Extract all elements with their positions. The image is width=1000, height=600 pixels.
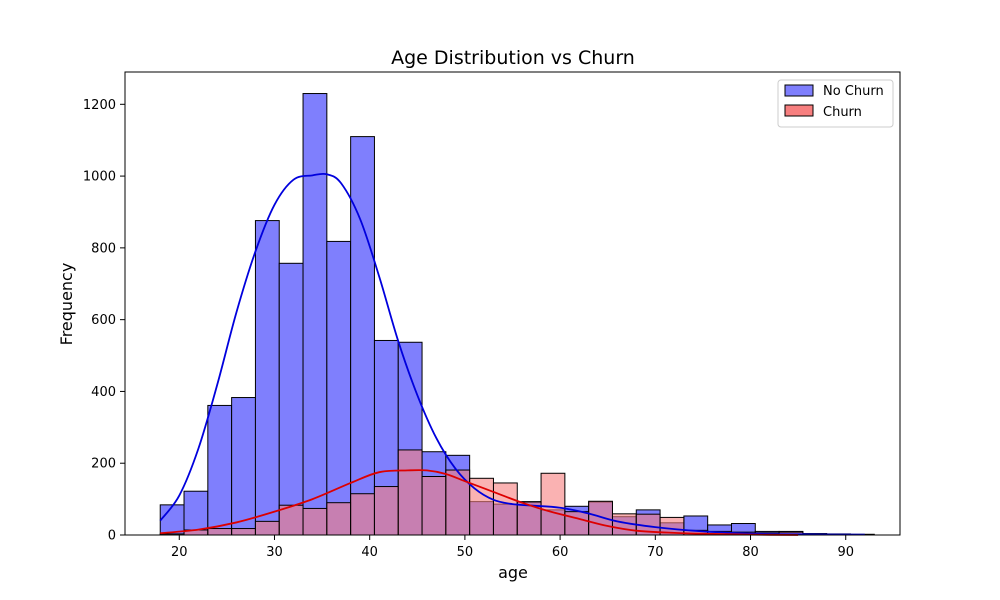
- bar-1-9: [373, 486, 399, 536]
- bar-1-4: [254, 520, 280, 536]
- y-axis: 0 200 400 600 800 1000 1200: [83, 98, 125, 544]
- x-tick-label: 30: [266, 545, 283, 560]
- y-tick-label: 0: [108, 529, 116, 544]
- bar-1-2: [207, 528, 233, 536]
- y-tick-label: 200: [91, 457, 116, 472]
- bar-1-14: [492, 482, 518, 536]
- bar-1-3: [231, 528, 256, 536]
- legend-label-churn: Churn: [823, 105, 862, 120]
- x-tick-label: 90: [837, 545, 854, 560]
- x-tick-label: 70: [647, 545, 664, 560]
- kde-curve-0: [159, 172, 865, 536]
- bar-1-11: [421, 475, 447, 536]
- bar-1-17: [564, 511, 590, 536]
- x-tick-label: 50: [457, 545, 474, 560]
- bar-1-16: [540, 472, 566, 536]
- legend-swatch-no-churn: [784, 84, 814, 97]
- x-tick-label: 80: [742, 545, 759, 560]
- bar-1-7: [326, 502, 352, 536]
- y-tick-label: 1000: [83, 170, 116, 185]
- x-tick-label: 40: [361, 545, 378, 560]
- x-axis-label: age: [498, 563, 528, 582]
- bar-1-8: [350, 493, 375, 536]
- x-tick-label: 20: [171, 545, 188, 560]
- kde-curve-1: [160, 469, 799, 536]
- bar-0-6: [302, 93, 328, 536]
- kde-curves-layer: [159, 172, 865, 536]
- bars-0: [159, 93, 875, 536]
- bar-0-3: [231, 397, 256, 536]
- bar-1-10: [397, 449, 423, 536]
- legend-label-no-churn: No Churn: [823, 84, 884, 99]
- bar-0-5: [278, 262, 304, 536]
- y-tick-label: 600: [91, 313, 116, 328]
- x-tick-label: 60: [552, 545, 569, 560]
- bar-1-6: [302, 507, 328, 536]
- legend: No Churn Churn: [777, 79, 894, 128]
- legend-swatch-churn: [784, 104, 814, 117]
- bar-0-0: [159, 504, 185, 536]
- bar-0-2: [207, 404, 233, 536]
- y-tick-label: 400: [91, 385, 116, 400]
- bar-0-4: [254, 220, 280, 536]
- x-axis: 20 30 40 50 60 70 80 90: [171, 535, 854, 560]
- bars-layer: [159, 93, 875, 536]
- y-axis-label: Frequency: [57, 263, 76, 346]
- bar-1-18: [588, 500, 613, 536]
- plot-frame: [124, 71, 901, 536]
- y-tick-label: 800: [91, 241, 116, 256]
- chart-title: Age Distribution vs Churn: [391, 47, 635, 69]
- y-tick-label: 1200: [83, 98, 116, 113]
